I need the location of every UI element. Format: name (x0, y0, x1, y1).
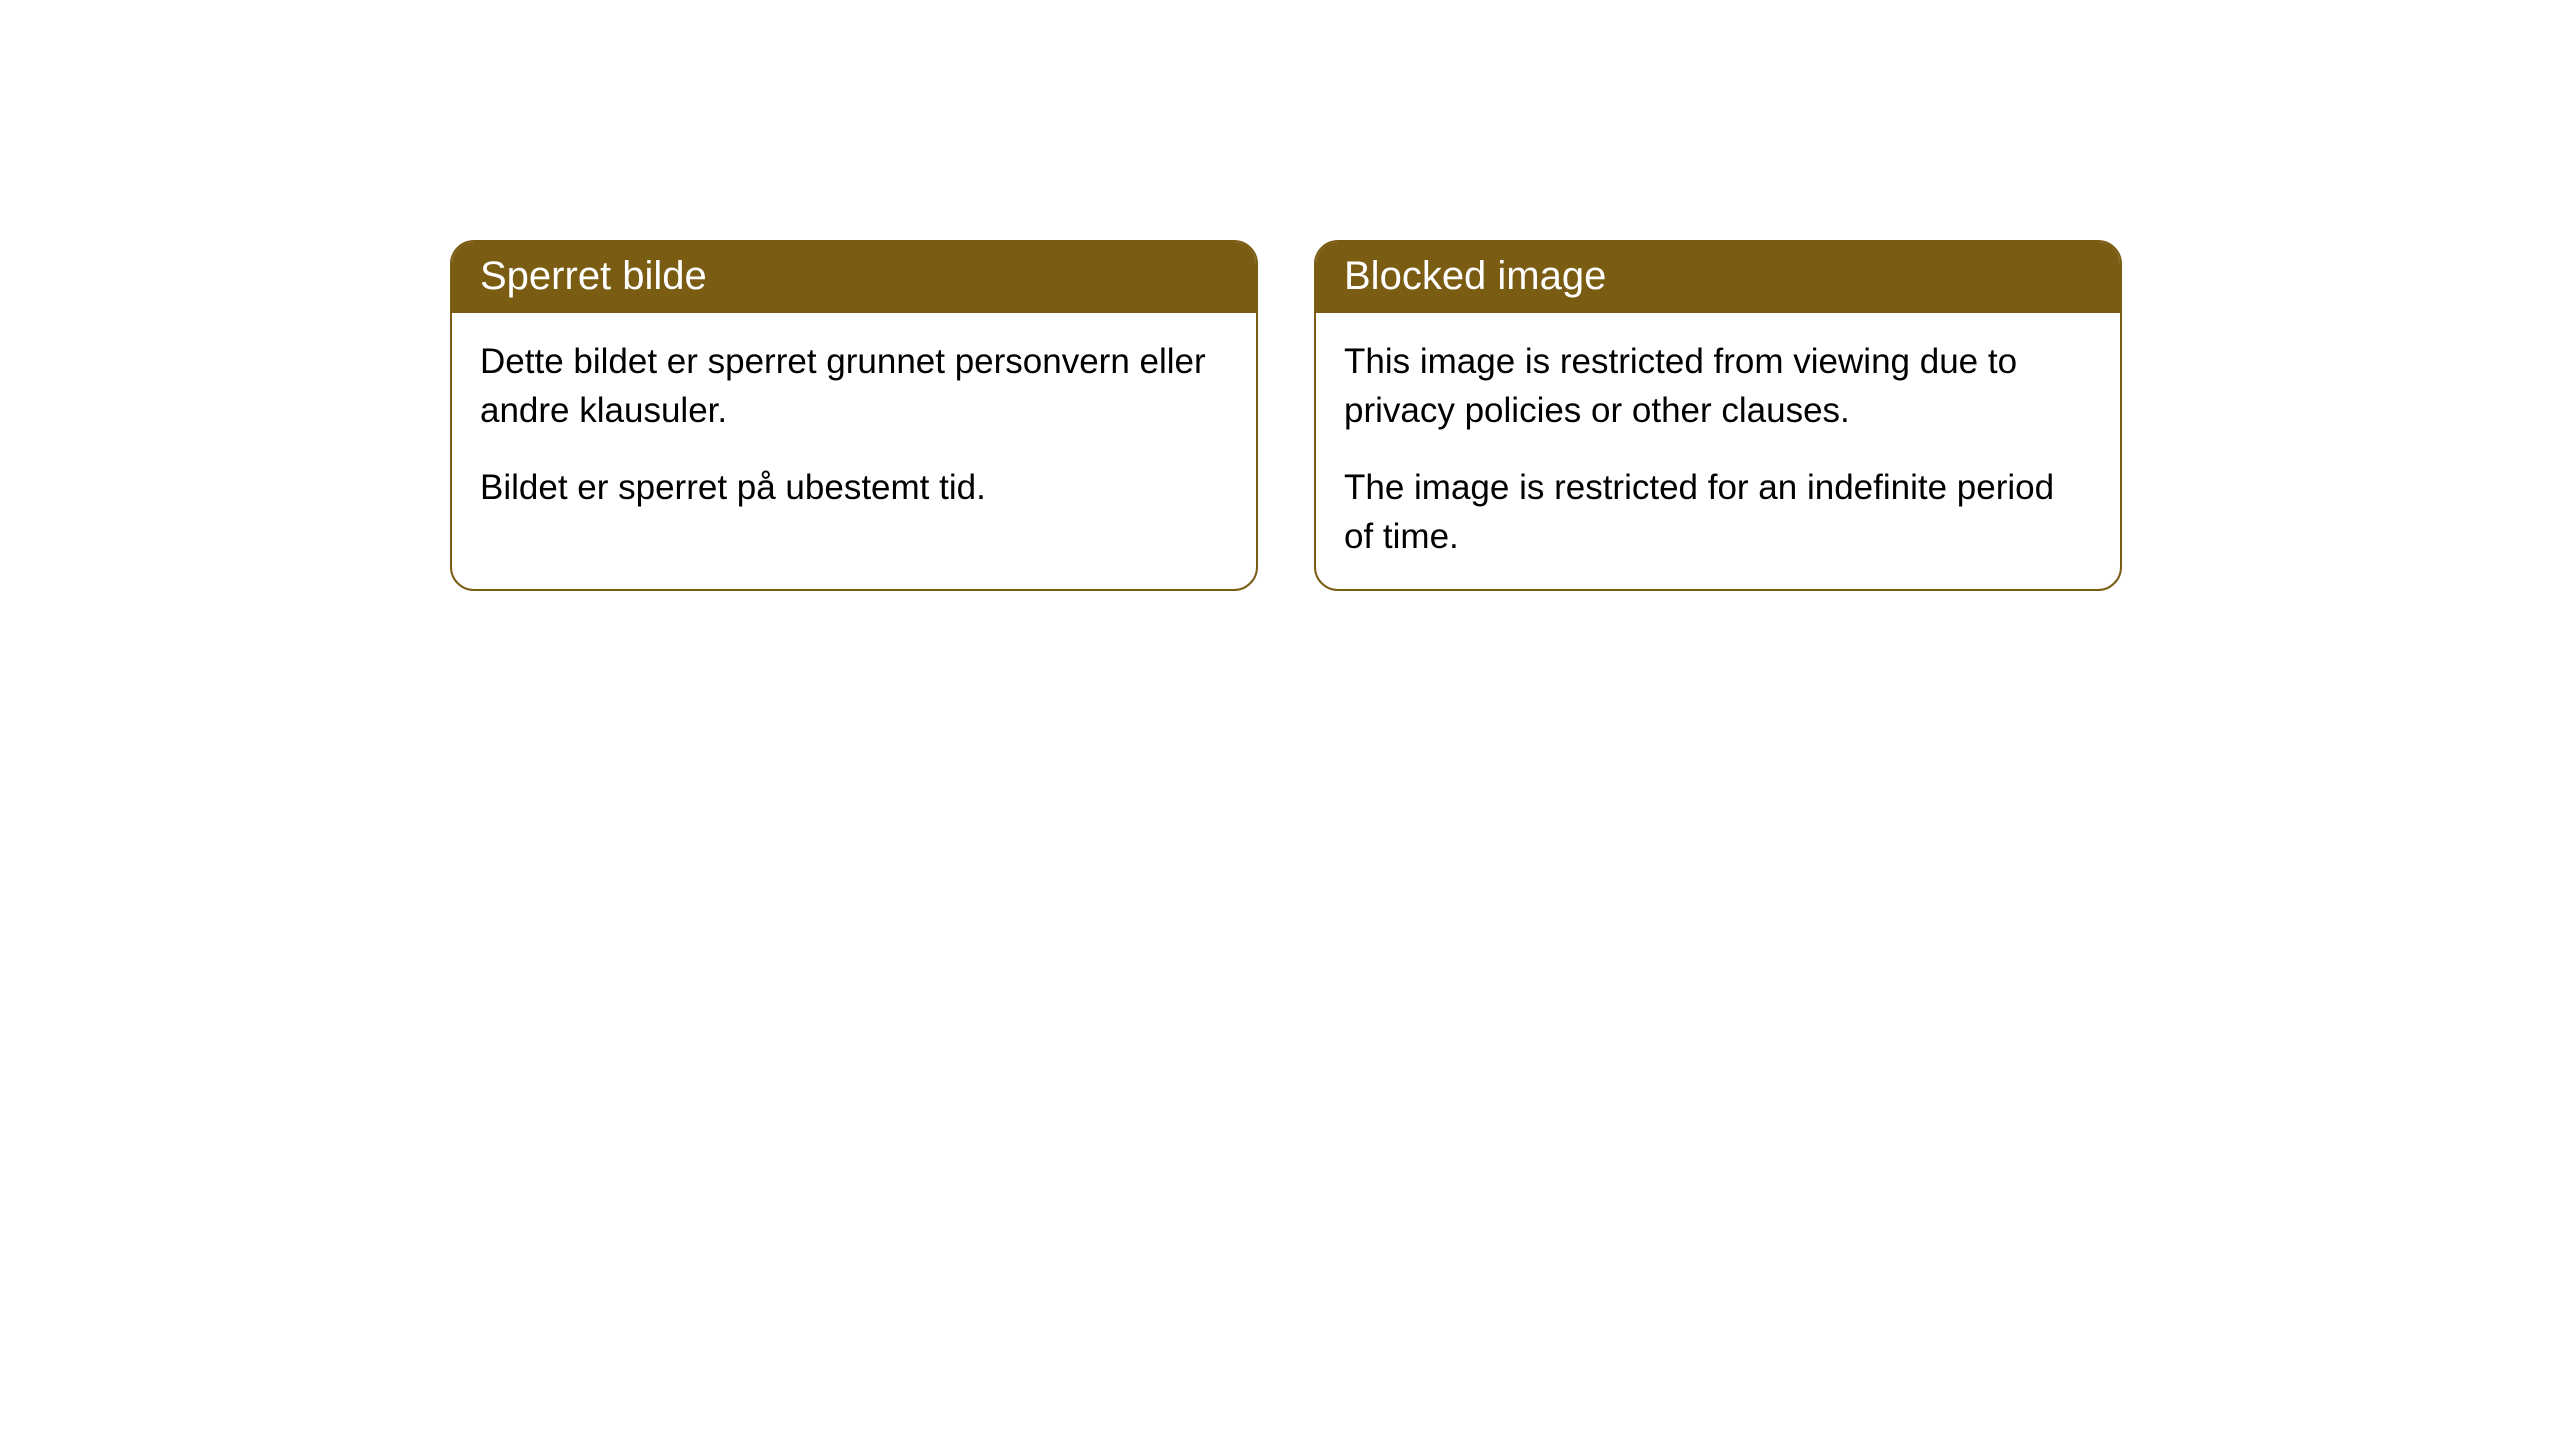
card-paragraph-1: Dette bildet er sperret grunnet personve… (480, 337, 1228, 435)
card-title-english: Blocked image (1316, 242, 2120, 313)
card-body-norwegian: Dette bildet er sperret grunnet personve… (452, 313, 1256, 540)
card-title-norwegian: Sperret bilde (452, 242, 1256, 313)
card-english: Blocked image This image is restricted f… (1314, 240, 2122, 591)
card-body-english: This image is restricted from viewing du… (1316, 313, 2120, 589)
card-norwegian: Sperret bilde Dette bildet er sperret gr… (450, 240, 1258, 591)
card-paragraph-2: Bildet er sperret på ubestemt tid. (480, 463, 1228, 512)
card-paragraph-1: This image is restricted from viewing du… (1344, 337, 2092, 435)
card-paragraph-2: The image is restricted for an indefinit… (1344, 463, 2092, 561)
cards-container: Sperret bilde Dette bildet er sperret gr… (0, 0, 2560, 591)
